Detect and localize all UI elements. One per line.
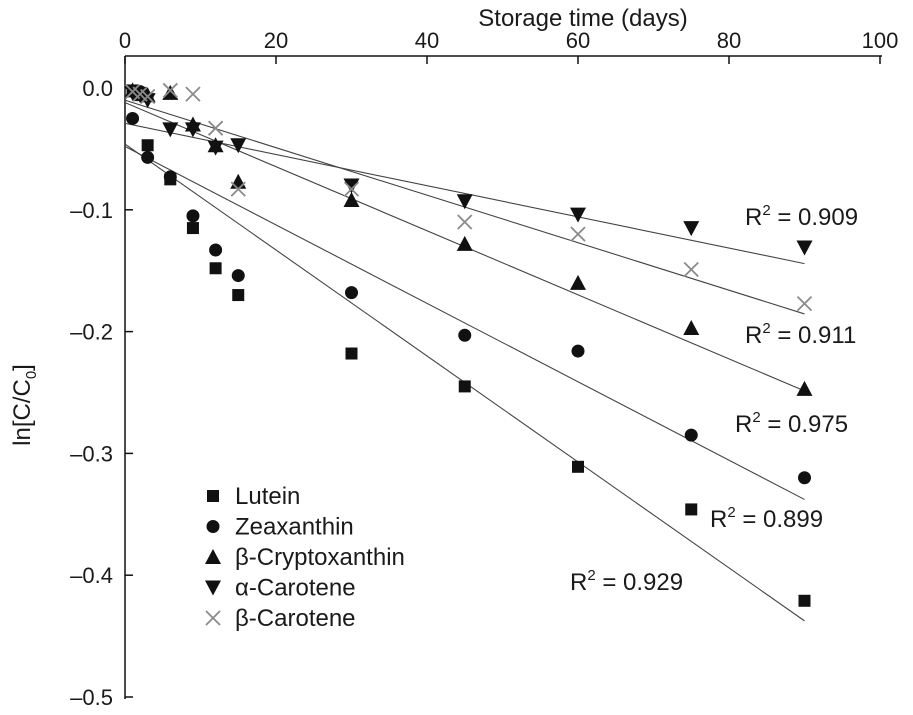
data-point-zeaxanthin (684, 428, 698, 442)
legend-label-zeaxanthin: Zeaxanthin (235, 514, 354, 541)
data-point-carotene (570, 226, 586, 242)
legend: Lutein Zeaxanthin β-Cryptoxanthin α-Caroten… (205, 483, 405, 632)
data-point-carotene (184, 122, 201, 138)
data-point-carotene (140, 88, 156, 105)
data-point-zeaxanthin (345, 286, 358, 300)
data-point-carotene (796, 295, 813, 312)
data-point-carotene (796, 240, 813, 256)
data-point-zeaxanthin (126, 111, 140, 125)
r2-label-lutein: R2 = 0.929 (570, 567, 683, 596)
data-point-zeaxanthin (798, 471, 811, 485)
x-tick-label: 60 (566, 28, 590, 53)
x-tick-label: 0 (119, 28, 131, 53)
data-point-lutein (209, 262, 222, 275)
data-point-carotene (683, 221, 700, 237)
x-tick-label: 20 (264, 28, 288, 53)
legend-marker-cryptoxanthin (205, 549, 221, 564)
y-axis-title-subscript: 0 (23, 371, 40, 379)
data-point-zeaxanthin (163, 170, 177, 184)
data-point-carotene (570, 207, 586, 223)
data-point-cryptoxanthin (343, 192, 360, 208)
data-point-carotene (683, 261, 699, 278)
data-point-lutein (685, 503, 698, 516)
r2-labels: R2 = 0.929 R2 = 0.899 R2 = 0.975 R2 = 0.909… (570, 202, 858, 596)
data-points (124, 82, 813, 607)
y-tick-label: –0.5 (70, 685, 113, 710)
data-point-zeaxanthin (458, 328, 472, 342)
data-point-carotene (457, 214, 473, 230)
data-point-carotene (162, 82, 178, 99)
data-point-carotene (207, 120, 224, 136)
data-point-zeaxanthin (231, 269, 245, 283)
y-axis-title-main: ln[C/C (9, 379, 36, 446)
legend-marker-lutein (207, 490, 219, 502)
data-point-carotene (162, 122, 179, 138)
r2-label-cryptoxanthin: R2 = 0.975 (735, 409, 848, 438)
data-point-carotene (343, 181, 360, 197)
data-point-carotene (230, 181, 246, 197)
legend-label-carotene: β-Carotene (235, 605, 356, 632)
data-point-carotene (185, 86, 201, 102)
y-axis-title-end: ] (9, 364, 36, 371)
y-tick-label: –0.4 (70, 563, 113, 588)
data-point-lutein (186, 222, 199, 235)
data-point-lutein (345, 347, 358, 360)
r2-label-carotene: R2 = 0.911 (745, 320, 856, 349)
data-point-zeaxanthin (571, 344, 585, 358)
data-point-carotene (230, 138, 247, 154)
data-point-zeaxanthin (209, 243, 223, 257)
data-point-zeaxanthin (186, 209, 200, 223)
legend-label-lutein: Lutein (235, 483, 300, 510)
y-tick-label: 0.0 (82, 76, 113, 101)
data-point-cryptoxanthin (683, 319, 700, 335)
data-point-lutein (798, 594, 811, 607)
data-point-cryptoxanthin (570, 274, 586, 290)
data-point-carotene (343, 178, 360, 194)
y-tick-label: –0.2 (70, 320, 113, 345)
legend-label-cryptoxanthin: β-Cryptoxanthin (235, 544, 405, 571)
y-tick-label: –0.3 (70, 441, 113, 466)
data-point-cryptoxanthin (230, 173, 247, 189)
y-tick-label: –0.1 (70, 198, 113, 223)
fit-lines (124, 99, 805, 622)
data-point-cryptoxanthin (162, 84, 179, 100)
legend-marker-carotene (205, 580, 221, 596)
x-tick-label: 80 (717, 28, 741, 53)
data-point-lutein (458, 380, 471, 393)
data-point-zeaxanthin (141, 150, 155, 164)
r2-label-carotene: R2 = 0.909 (745, 202, 858, 231)
legend-marker-carotene (205, 610, 221, 626)
axes: 0 20 40 60 80 100 0.0 –0.1 –0.2 –0.3 –0.4 –0.5 (70, 28, 898, 710)
data-point-lutein (141, 139, 154, 152)
data-point-cryptoxanthin (456, 235, 473, 251)
data-point-lutein (572, 460, 584, 473)
data-point-carotene (456, 194, 473, 210)
x-tick-label: 100 (862, 28, 899, 53)
legend-label-carotene: α-Carotene (235, 575, 356, 602)
y-axis-title: ln[C/C0] (9, 364, 40, 446)
x-axis-title: Storage time (days) (478, 5, 687, 32)
data-point-cryptoxanthin (796, 380, 813, 396)
data-point-carotene (207, 140, 224, 156)
r2-label-zeaxanthin: R2 = 0.899 (710, 504, 823, 533)
legend-marker-zeaxanthin (206, 520, 220, 533)
data-point-lutein (232, 289, 245, 302)
x-tick-label: 40 (415, 28, 439, 53)
